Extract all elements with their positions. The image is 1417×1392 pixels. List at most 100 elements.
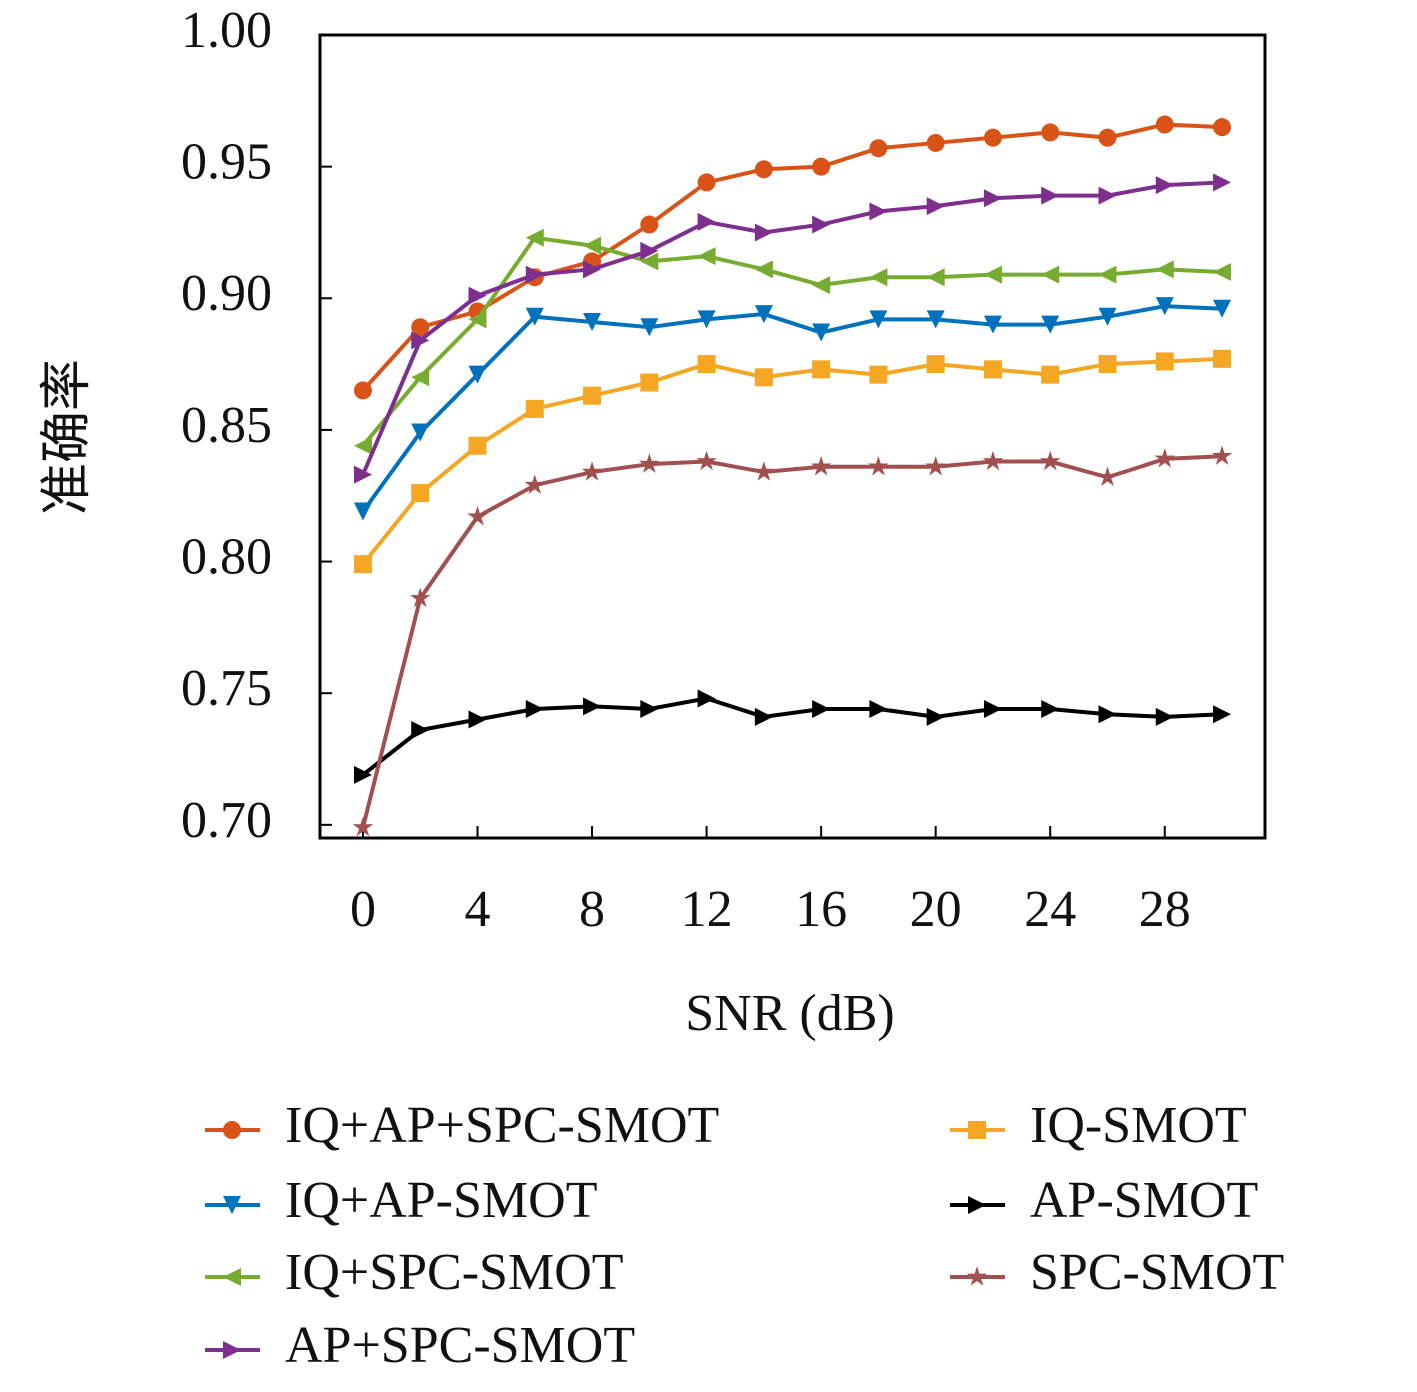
marker [1041, 315, 1060, 334]
x-tick-label: 28 [1139, 881, 1191, 938]
marker [1213, 118, 1232, 137]
marker [1154, 448, 1176, 468]
marker [983, 315, 1002, 334]
marker [812, 323, 831, 342]
marker [966, 1266, 988, 1286]
marker [869, 310, 888, 329]
series-line [361, 454, 1223, 828]
y-tick-label: 0.85 [181, 397, 272, 454]
marker [468, 310, 487, 329]
x-tick-label: 20 [910, 881, 962, 938]
marker [1155, 176, 1174, 195]
marker [583, 260, 602, 279]
marker [583, 386, 602, 405]
marker [754, 368, 773, 387]
marker [983, 699, 1002, 718]
marker [468, 436, 487, 455]
legend-label: IQ-SMOT [1030, 1097, 1247, 1154]
marker [353, 555, 372, 574]
marker [1039, 450, 1061, 471]
marker [1155, 115, 1174, 134]
marker [409, 587, 431, 608]
marker [983, 128, 1002, 147]
y-tick-label: 0.95 [181, 134, 272, 191]
marker [353, 436, 372, 455]
legend-label: AP-SMOT [1030, 1172, 1258, 1229]
marker [812, 215, 831, 234]
marker [468, 710, 487, 729]
marker [869, 268, 888, 287]
legend-label: IQ+AP-SMOT [285, 1172, 597, 1229]
marker [525, 699, 544, 718]
marker [524, 474, 546, 494]
y-tick-label: 0.70 [181, 792, 272, 849]
marker [1041, 186, 1060, 205]
marker [869, 202, 888, 221]
marker [223, 1121, 241, 1139]
series-line [361, 696, 1223, 777]
series-line [361, 122, 1223, 392]
marker [1213, 299, 1232, 318]
marker [525, 399, 544, 418]
legend-label: SPC-SMOT [1030, 1244, 1284, 1301]
marker [1098, 265, 1117, 284]
marker [868, 455, 889, 476]
marker [640, 215, 659, 234]
marker [640, 318, 659, 337]
marker [968, 1121, 986, 1139]
marker [525, 307, 544, 326]
marker [583, 236, 602, 255]
marker [1155, 297, 1174, 316]
marker [583, 697, 602, 716]
marker [1041, 699, 1060, 718]
marker [697, 247, 716, 266]
marker [639, 453, 660, 473]
marker [353, 381, 372, 400]
marker [812, 699, 831, 718]
series-line [361, 180, 1223, 476]
x-tick-label: 16 [795, 881, 847, 938]
marker [1213, 705, 1232, 724]
marker [1213, 173, 1232, 192]
marker [1098, 186, 1117, 205]
marker [352, 816, 374, 837]
legend-label: AP+SPC-SMOT [285, 1317, 635, 1374]
x-tick-label: 0 [350, 881, 376, 938]
marker [696, 450, 717, 471]
legend-label: IQ+AP+SPC-SMOT [285, 1097, 719, 1154]
marker [1041, 365, 1060, 384]
marker [223, 1196, 241, 1214]
x-tick-label: 8 [579, 881, 605, 938]
marker [640, 252, 659, 271]
marker [1098, 307, 1117, 326]
marker [411, 423, 430, 442]
marker [982, 450, 1004, 471]
marker [223, 1341, 241, 1359]
marker [754, 305, 773, 324]
marker [1098, 355, 1117, 374]
marker [869, 699, 888, 718]
marker [697, 689, 716, 708]
marker [697, 355, 716, 374]
marker [1041, 123, 1060, 142]
marker [697, 173, 716, 192]
marker [983, 265, 1002, 284]
marker [754, 160, 773, 179]
x-tick-label: 4 [465, 881, 491, 938]
marker [1155, 707, 1174, 726]
marker [754, 707, 773, 726]
x-axis-label: SNR (dB) [685, 985, 894, 1042]
y-tick-label: 0.80 [181, 528, 272, 585]
marker [926, 268, 945, 287]
marker [983, 189, 1002, 208]
marker [411, 368, 430, 387]
marker [812, 360, 831, 379]
marker [697, 212, 716, 231]
marker [1213, 262, 1232, 281]
marker [1041, 265, 1060, 284]
marker [1211, 445, 1233, 465]
marker [525, 228, 544, 247]
series-line [361, 304, 1223, 513]
series-line [361, 235, 1223, 447]
